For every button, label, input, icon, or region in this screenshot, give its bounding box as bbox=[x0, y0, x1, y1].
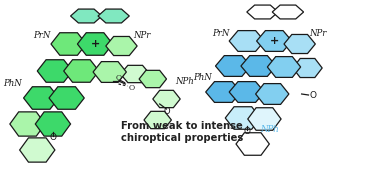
Polygon shape bbox=[225, 107, 260, 129]
Polygon shape bbox=[10, 112, 45, 136]
Polygon shape bbox=[257, 31, 292, 51]
Polygon shape bbox=[37, 60, 73, 82]
Text: NPh: NPh bbox=[260, 125, 279, 135]
Polygon shape bbox=[153, 90, 180, 108]
Polygon shape bbox=[247, 5, 278, 19]
Text: O: O bbox=[163, 106, 170, 116]
Polygon shape bbox=[248, 108, 281, 130]
Text: O: O bbox=[50, 132, 56, 141]
Polygon shape bbox=[293, 58, 322, 78]
Text: PrN: PrN bbox=[212, 29, 229, 38]
Text: NPr: NPr bbox=[133, 31, 150, 41]
Polygon shape bbox=[71, 9, 102, 23]
Polygon shape bbox=[256, 84, 289, 104]
Polygon shape bbox=[241, 56, 276, 76]
Text: +: + bbox=[270, 36, 279, 46]
Text: O: O bbox=[310, 92, 316, 101]
Text: O: O bbox=[115, 74, 122, 82]
Polygon shape bbox=[77, 33, 113, 55]
Polygon shape bbox=[139, 70, 167, 88]
Text: PhN: PhN bbox=[3, 80, 22, 89]
Polygon shape bbox=[206, 82, 241, 102]
Polygon shape bbox=[49, 87, 84, 109]
Polygon shape bbox=[98, 9, 129, 23]
Polygon shape bbox=[236, 133, 269, 155]
Text: From weak to intense: From weak to intense bbox=[121, 121, 243, 131]
Text: chiroptical properties: chiroptical properties bbox=[121, 133, 243, 143]
Polygon shape bbox=[121, 65, 150, 83]
Text: O: O bbox=[243, 126, 250, 136]
Polygon shape bbox=[272, 5, 304, 19]
Text: PhN: PhN bbox=[193, 73, 212, 82]
Text: +: + bbox=[90, 39, 100, 49]
Polygon shape bbox=[144, 111, 171, 129]
Polygon shape bbox=[51, 33, 86, 55]
Polygon shape bbox=[229, 82, 265, 102]
Text: PrN: PrN bbox=[34, 30, 51, 39]
Polygon shape bbox=[93, 62, 126, 82]
Polygon shape bbox=[267, 57, 301, 77]
Polygon shape bbox=[215, 56, 251, 76]
Polygon shape bbox=[106, 37, 137, 56]
Text: NPh: NPh bbox=[175, 77, 194, 86]
Polygon shape bbox=[284, 34, 315, 54]
Polygon shape bbox=[35, 112, 71, 136]
Polygon shape bbox=[229, 31, 265, 51]
Polygon shape bbox=[20, 138, 55, 162]
Polygon shape bbox=[23, 87, 59, 109]
Text: NPr: NPr bbox=[310, 30, 327, 38]
Polygon shape bbox=[64, 60, 99, 82]
Text: O: O bbox=[128, 84, 134, 92]
